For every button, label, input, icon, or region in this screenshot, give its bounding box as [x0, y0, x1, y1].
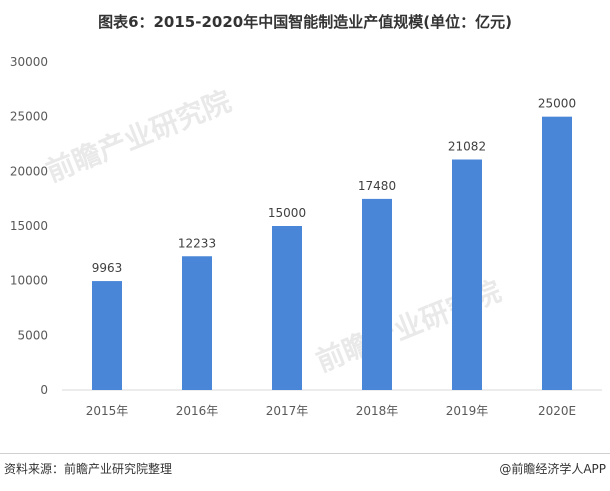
bar: [452, 159, 482, 390]
bar: [92, 281, 122, 390]
bar-series: 9963 12233 15000 17480 21082 25000: [92, 97, 576, 391]
x-tick-label: 2019年: [446, 404, 489, 418]
x-tick-label: 2015年: [86, 404, 129, 418]
y-tick-label: 5000: [17, 328, 48, 342]
x-tick-label: 2017年: [266, 404, 309, 418]
y-axis: 0 5000 10000 15000 20000 25000 30000: [10, 55, 602, 397]
bar-value-label: 25000: [538, 97, 576, 111]
bar: [542, 116, 572, 391]
y-tick-label: 30000: [10, 55, 48, 69]
x-tick-label: 2018年: [356, 404, 399, 418]
y-tick-label: 20000: [10, 164, 48, 178]
bar-value-label: 12233: [178, 236, 216, 250]
y-tick-label: 10000: [10, 274, 48, 288]
y-tick-label: 15000: [10, 219, 48, 233]
x-tick-label: 2020E: [538, 404, 576, 418]
y-tick-label: 25000: [10, 110, 48, 124]
x-tick-label: 2016年: [176, 404, 219, 418]
bar: [272, 226, 302, 390]
bar-value-label: 21082: [448, 140, 486, 154]
credit-note: @前瞻经济学人APP: [499, 462, 606, 476]
bar-value-label: 15000: [268, 206, 306, 220]
bar-value-label: 9963: [92, 261, 123, 275]
footer-divider: [0, 453, 610, 454]
x-axis: 2015年 2016年 2017年 2018年 2019年 2020E: [86, 404, 576, 418]
bar-chart: 0 5000 10000 15000 20000 25000 30000 9963 12233…: [10, 55, 602, 418]
y-tick-label: 0: [40, 383, 48, 397]
bar: [182, 256, 212, 390]
bar: [362, 198, 392, 390]
chart-title: 图表6：2015-2020年中国智能制造业产值规模(单位：亿元): [98, 13, 512, 31]
bar-value-label: 17480: [358, 179, 396, 193]
source-note: 资料来源：前瞻产业研究院整理: [4, 462, 173, 476]
